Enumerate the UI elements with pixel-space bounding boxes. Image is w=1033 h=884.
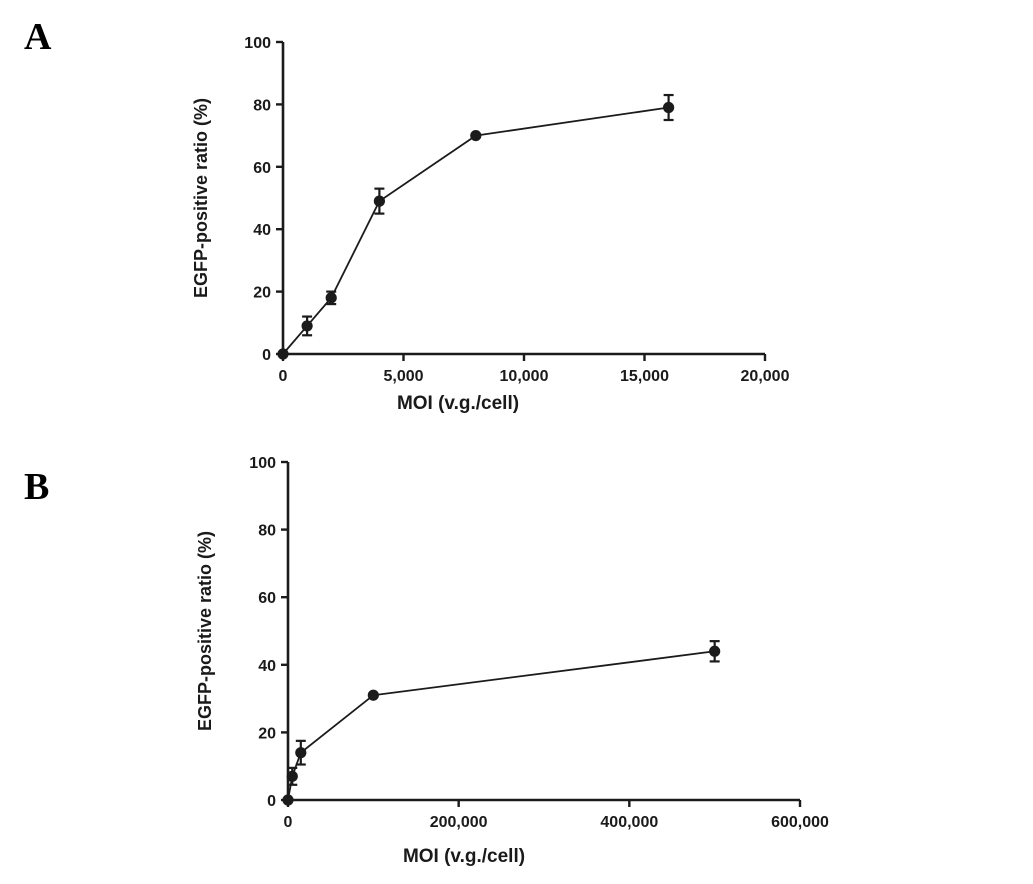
x-tick-label: 5,000: [383, 368, 423, 385]
data-point-marker: [373, 195, 385, 207]
axes: [281, 42, 765, 356]
x-tick-label: 400,000: [600, 814, 658, 831]
y-axis-title: EGFP-positive ratio (%): [191, 98, 211, 298]
x-tick-label: 15,000: [620, 368, 669, 385]
panel-a-label: A: [24, 16, 52, 58]
y-tick-label: 20: [253, 285, 271, 302]
series-line: [282, 106, 669, 355]
data-point-marker: [367, 689, 379, 701]
y-tick-label: 100: [249, 455, 276, 472]
x-tick-label: 10,000: [500, 368, 549, 385]
y-tick-label: 80: [253, 97, 271, 114]
y-tick-label: 60: [253, 160, 271, 177]
data-point-marker: [301, 320, 313, 332]
x-tick-label: 20,000: [741, 368, 790, 385]
data-point-marker: [709, 645, 721, 657]
panel-b-label: B: [24, 466, 50, 508]
y-tick-label: 60: [258, 590, 276, 607]
data-point-marker: [295, 747, 307, 759]
data-point-marker: [470, 130, 482, 142]
data-point-marker: [286, 770, 298, 782]
data-point-marker: [277, 348, 289, 360]
x-tick-label: 0: [279, 368, 288, 385]
y-tick-label: 40: [258, 658, 276, 675]
panel-a-chart: 0 5,000 10,000 15,000 20,000 0 20 40 60 80 100 MOI …: [191, 35, 790, 414]
y-tick-label: 80: [258, 523, 276, 540]
series-line: [287, 650, 715, 801]
y-tick-label: 100: [244, 35, 271, 52]
y-axis-title: EGFP-positive ratio (%): [195, 531, 215, 731]
x-axis-title: MOI (v.g./cell): [397, 393, 519, 414]
y-tick-label: 20: [258, 725, 276, 742]
x-tick-label: 0: [284, 814, 293, 831]
y-tick-label: 40: [253, 222, 271, 239]
data-point-marker: [663, 101, 675, 114]
panel-b-chart: 0 200,000 400,000 600,000 0 20 40 60 80 100 MOI (v…: [195, 455, 829, 867]
y-tick-label: 0: [262, 347, 271, 364]
data-point-marker: [325, 292, 337, 304]
x-tick-label: 200,000: [430, 814, 488, 831]
y-tick-label: 0: [267, 793, 276, 810]
x-axis-title: MOI (v.g./cell): [403, 846, 525, 867]
data-point-marker: [282, 794, 294, 806]
x-tick-label: 600,000: [771, 814, 829, 831]
axes: [286, 462, 800, 802]
